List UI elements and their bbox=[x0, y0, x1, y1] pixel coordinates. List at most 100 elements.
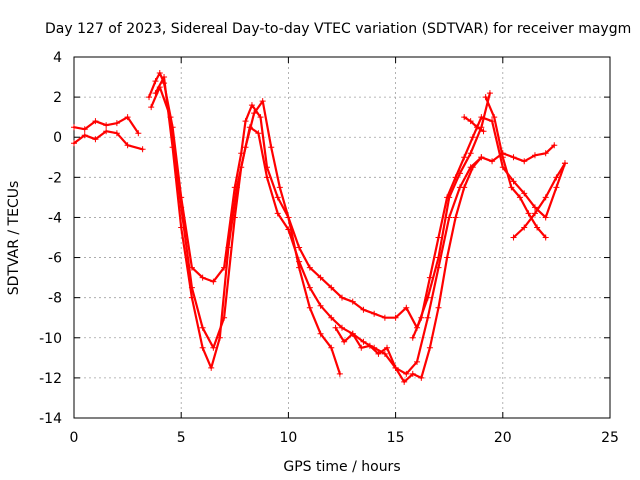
data-point bbox=[480, 128, 487, 135]
data-point bbox=[375, 350, 382, 357]
data-point bbox=[510, 234, 517, 241]
data-point bbox=[92, 136, 99, 143]
data-point bbox=[208, 364, 215, 371]
data-point bbox=[306, 304, 313, 311]
data-point bbox=[285, 214, 292, 221]
data-point bbox=[152, 90, 159, 97]
data-point bbox=[435, 304, 442, 311]
data-point bbox=[551, 142, 558, 149]
data-point bbox=[381, 350, 388, 357]
x-tick-label: 10 bbox=[279, 430, 297, 446]
data-point bbox=[478, 114, 485, 121]
data-point bbox=[152, 78, 159, 85]
data-point bbox=[542, 214, 549, 221]
data-point bbox=[482, 94, 489, 101]
y-tick-label: -14 bbox=[39, 411, 62, 427]
data-point bbox=[461, 154, 468, 161]
x-tick-label: 0 bbox=[70, 430, 79, 446]
data-point bbox=[401, 378, 408, 385]
y-tick-label: 2 bbox=[53, 90, 62, 106]
data-point bbox=[418, 374, 425, 381]
data-point bbox=[469, 164, 476, 171]
data-point bbox=[360, 338, 367, 345]
data-point bbox=[199, 324, 206, 331]
data-point bbox=[135, 130, 142, 137]
y-tick-label: 4 bbox=[53, 50, 62, 66]
y-tick-label: -8 bbox=[48, 291, 62, 307]
data-point bbox=[113, 120, 120, 127]
data-point bbox=[113, 130, 120, 137]
data-point bbox=[339, 324, 345, 331]
series-track-1 bbox=[71, 114, 142, 137]
data-point bbox=[233, 184, 240, 191]
plot-frame bbox=[73, 56, 611, 419]
data-point bbox=[259, 98, 266, 105]
data-point bbox=[426, 274, 433, 281]
data-series bbox=[71, 70, 568, 385]
data-point bbox=[467, 150, 474, 157]
data-point bbox=[317, 274, 324, 281]
data-point bbox=[392, 314, 399, 321]
ticks: 0 5 10 15 20 25 -14 -12 -10 -8 -6 -4 -2 0 2 4 bbox=[39, 50, 619, 446]
data-point bbox=[148, 104, 155, 111]
data-point bbox=[384, 344, 391, 351]
data-point bbox=[525, 210, 532, 217]
data-point bbox=[103, 122, 110, 129]
data-point bbox=[478, 154, 485, 161]
data-point bbox=[349, 298, 356, 305]
data-point bbox=[341, 338, 348, 345]
x-tick-label: 25 bbox=[601, 430, 619, 446]
data-point bbox=[124, 142, 131, 149]
y-axis-label: SDTVAR / TECUs bbox=[6, 181, 22, 296]
data-point bbox=[255, 130, 262, 137]
data-point bbox=[542, 194, 549, 201]
data-point bbox=[188, 294, 195, 301]
y-tick-label: -4 bbox=[48, 210, 62, 226]
data-point bbox=[381, 314, 388, 321]
data-point bbox=[92, 118, 99, 125]
y-tick-label: -6 bbox=[48, 251, 62, 267]
data-point bbox=[124, 114, 131, 121]
data-point bbox=[467, 118, 474, 125]
data-point bbox=[199, 344, 206, 351]
series-line bbox=[484, 96, 547, 239]
data-point bbox=[81, 132, 88, 139]
series-track-2 bbox=[71, 128, 146, 153]
grid bbox=[74, 57, 610, 418]
data-point bbox=[248, 102, 255, 109]
data-point bbox=[263, 174, 270, 181]
data-point bbox=[521, 224, 528, 231]
data-point bbox=[317, 330, 324, 337]
data-point bbox=[242, 118, 249, 125]
data-point bbox=[534, 224, 541, 231]
data-point bbox=[542, 234, 549, 241]
data-point bbox=[414, 358, 421, 365]
data-point bbox=[296, 264, 303, 271]
data-point bbox=[469, 134, 476, 141]
data-point bbox=[542, 150, 549, 157]
data-point bbox=[424, 314, 431, 321]
data-point bbox=[403, 304, 410, 311]
x-tick-label: 15 bbox=[387, 430, 405, 446]
data-point bbox=[268, 144, 275, 151]
data-point bbox=[139, 146, 146, 153]
data-point bbox=[225, 244, 232, 251]
data-point bbox=[274, 210, 281, 217]
data-point bbox=[161, 74, 168, 81]
data-point bbox=[328, 344, 335, 351]
data-point bbox=[274, 194, 281, 201]
series-line bbox=[512, 162, 567, 239]
data-point bbox=[81, 126, 88, 133]
data-point bbox=[392, 364, 399, 371]
data-point bbox=[169, 144, 176, 151]
data-point bbox=[251, 110, 258, 117]
data-point bbox=[257, 114, 264, 121]
data-point bbox=[521, 190, 528, 197]
data-point bbox=[349, 330, 356, 337]
y-tick-label: -12 bbox=[39, 371, 62, 387]
data-point bbox=[491, 114, 498, 121]
series-track-6 bbox=[332, 142, 558, 385]
data-point bbox=[328, 284, 335, 291]
data-point bbox=[461, 114, 468, 121]
